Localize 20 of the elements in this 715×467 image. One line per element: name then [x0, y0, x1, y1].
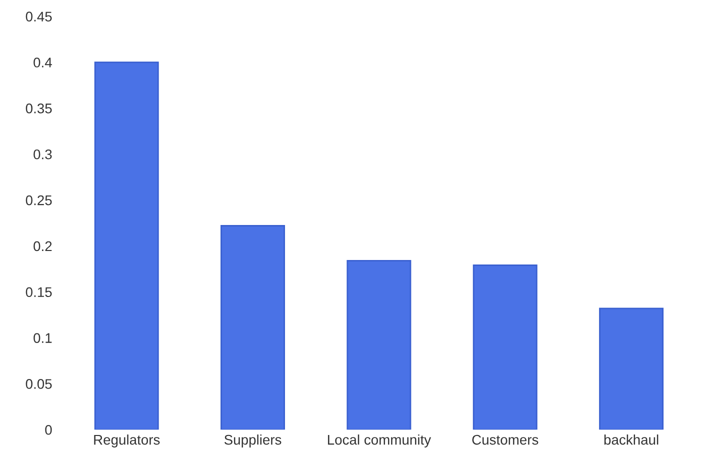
bar: [220, 225, 286, 430]
x-tick-label: Customers: [472, 434, 538, 445]
x-tick-label: backhaul: [604, 434, 658, 445]
y-tick-label: 0: [45, 424, 52, 435]
y-tick-label: 0.3: [34, 149, 52, 160]
y-tick-label: 0.4: [34, 58, 52, 68]
bar: [94, 62, 159, 430]
x-tick-label: Regulators: [94, 434, 160, 448]
y-tick-label: 0.05: [26, 379, 52, 389]
bar: [599, 308, 664, 430]
y-tick-label: 0.15: [26, 287, 52, 298]
y-tick-label: 0.35: [26, 104, 52, 114]
x-tick-label: Local community: [328, 434, 432, 448]
y-tick-label: 0.2: [34, 241, 52, 252]
y-tick-label: 0.25: [26, 195, 52, 206]
bar: [346, 260, 412, 430]
y-tick-label: 0.1: [34, 333, 52, 343]
x-tick-label: Suppliers: [224, 434, 282, 448]
bar: [472, 264, 538, 430]
y-tick-label: 0.45: [26, 12, 52, 22]
